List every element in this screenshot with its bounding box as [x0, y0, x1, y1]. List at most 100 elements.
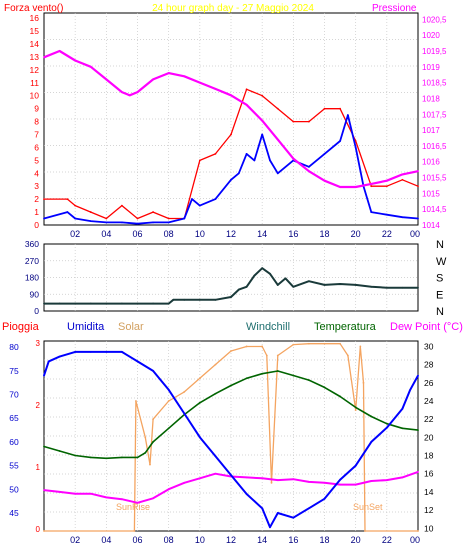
- wind-speed-line-point: [339, 140, 341, 142]
- x-tick-label: 14: [257, 229, 267, 239]
- direction-line-point: [58, 302, 61, 305]
- direction-tick-label: 360: [25, 239, 39, 249]
- compass-label: N: [436, 306, 444, 318]
- x-tick-label: 10: [195, 535, 205, 545]
- humidity-line-point: [152, 369, 154, 372]
- temperature-tick-label: 12: [424, 505, 434, 515]
- y-right-tick-label: 1015: [422, 189, 440, 198]
- humidity-line-point: [121, 350, 123, 353]
- x-tick-label: 18: [319, 535, 329, 545]
- wind-speed-line-point: [121, 221, 123, 224]
- solar-line-point: [308, 342, 310, 345]
- dewpoint-line-point: [105, 496, 108, 499]
- solar-line-point: [265, 354, 268, 357]
- x-tick-label: 02: [70, 229, 80, 239]
- solar-line-point: [276, 354, 279, 357]
- y-right-tick-label: 1020,5: [422, 15, 447, 24]
- temperature-line-point: [214, 392, 217, 395]
- temperature-tick-label: 30: [424, 341, 434, 351]
- direction-line-point: [74, 302, 77, 305]
- gust-line-point: [385, 185, 388, 188]
- solar-line-point: [364, 530, 366, 532]
- pressure-line-point: [105, 78, 108, 81]
- gust-line-point: [214, 153, 217, 155]
- humidity-line-point: [214, 455, 217, 458]
- series-wind: [43, 49, 419, 225]
- gust-line-point: [74, 204, 77, 207]
- temperature-line: [43, 370, 419, 460]
- pressure-line-point: [167, 72, 170, 75]
- temperature-line-point: [385, 422, 388, 425]
- pressure-line-point: [198, 81, 201, 84]
- temperature-line-point: [308, 379, 310, 381]
- temperature-label: Temperatura: [314, 321, 377, 333]
- gust-line-point: [354, 140, 357, 142]
- dewpoint-line-point: [401, 476, 404, 479]
- pressure-line-point: [308, 170, 310, 173]
- wind-speed-line-point: [308, 165, 310, 168]
- humidity-line-point: [385, 426, 388, 429]
- wind-speed-line-point: [346, 114, 349, 117]
- direction-line-point: [292, 285, 295, 288]
- pressure-line-point: [245, 103, 248, 106]
- x-tick-label: 12: [226, 535, 236, 545]
- pressure-line-point: [43, 56, 45, 59]
- wind-speed-line-point: [417, 217, 419, 220]
- gust-line-point: [167, 217, 170, 220]
- y-left-tick-label: 8: [34, 117, 39, 127]
- solar-line-point: [43, 530, 45, 532]
- temperature-line-point: [136, 456, 139, 459]
- direction-line-point: [276, 284, 279, 286]
- x-tick-label: 08: [164, 535, 174, 545]
- humidity-tick-label: 75: [9, 366, 19, 376]
- rain-tick-label: 3: [36, 339, 41, 348]
- y-left-tick-label: 11: [30, 78, 39, 88]
- pressure-line-point: [339, 186, 341, 188]
- gust-line-point: [230, 133, 232, 136]
- humidity-line-point: [230, 474, 232, 476]
- x-tick-label: 22: [382, 535, 392, 545]
- direction-line-point: [172, 298, 175, 301]
- temperature-line-point: [58, 450, 61, 452]
- humidity-line-point: [136, 360, 139, 363]
- direction-line: [44, 267, 418, 305]
- pressure-line-point: [417, 170, 419, 173]
- temperature-line-point: [370, 415, 373, 418]
- dewpoint-line-point: [58, 491, 61, 493]
- direction-line-point: [237, 288, 240, 291]
- humidity-line-point: [105, 350, 108, 353]
- pressure-line-point: [121, 91, 123, 94]
- pressure-line-point: [401, 173, 404, 176]
- wind-speed-line-point: [136, 222, 139, 225]
- temperature-line-point: [198, 401, 201, 404]
- direction-tick-label: 180: [25, 273, 39, 283]
- y-left-tick-label: 5: [34, 155, 39, 165]
- temperature-line-point: [261, 372, 264, 375]
- humidity-tick-label: 65: [9, 413, 19, 423]
- wind-speed-line-point: [89, 220, 92, 223]
- solar-line-point: [167, 400, 170, 402]
- y-left-tick-label: 15: [30, 26, 40, 36]
- pressure-line-point: [354, 186, 357, 188]
- left-axis-title: Forza vento(): [4, 3, 63, 14]
- direction-line-point: [89, 302, 92, 305]
- x-tick-label: 16: [288, 229, 298, 239]
- humidity-line-point: [58, 355, 61, 358]
- direction-tick-label: 0: [34, 306, 39, 316]
- dewpoint-line-point: [292, 478, 295, 481]
- temperature-line-point: [401, 427, 404, 430]
- compass-label: S: [436, 273, 443, 285]
- temperature-line-point: [230, 384, 232, 387]
- y-left-tick-label: 2: [34, 194, 39, 204]
- y-right-tick-label: 1020: [422, 31, 440, 40]
- temperature-line-point: [74, 454, 77, 457]
- x-tick-label: 00: [410, 229, 420, 239]
- y-right-tick-label: 1019: [422, 63, 440, 72]
- solar-line-point: [198, 377, 201, 380]
- y-right-ticks-wind: 1014 1014,5 1015 1015,5 1016 1016,5 1017 1017,5…: [422, 15, 447, 230]
- dewpoint-line-point: [276, 479, 279, 481]
- gust-line-point: [292, 120, 295, 123]
